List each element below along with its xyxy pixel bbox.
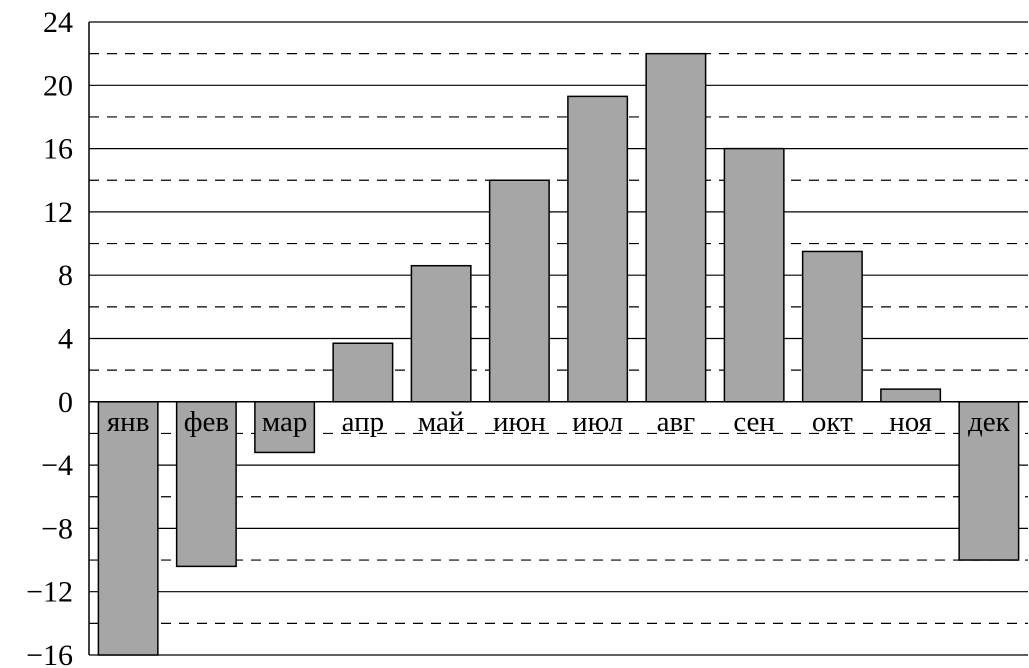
category-label: апр xyxy=(342,406,385,438)
bar-сен xyxy=(723,147,785,403)
bar-май xyxy=(410,264,472,403)
category-labels: янв фев мар апр май июн июл авг сен окт ноя дек xyxy=(107,406,1011,438)
category-label: авг xyxy=(657,406,696,438)
y-tick-label: 4 xyxy=(58,323,73,356)
y-tick-label: −8 xyxy=(41,512,73,545)
bar-авг xyxy=(645,52,707,403)
y-tick-label: 20 xyxy=(43,69,73,102)
category-label: июл xyxy=(572,406,623,438)
bar-окт xyxy=(801,250,863,403)
category-label: ноя xyxy=(889,406,932,438)
axis-layer xyxy=(88,22,1028,655)
bar-апр xyxy=(332,342,394,403)
category-label: мар xyxy=(262,406,308,438)
y-tick-label: 24 xyxy=(43,6,73,39)
bar-янв xyxy=(97,401,159,656)
y-tick-label: −16 xyxy=(26,639,73,668)
category-label: янв xyxy=(107,406,150,438)
category-label: май xyxy=(418,406,465,438)
y-tick-label: 0 xyxy=(58,386,73,419)
bar-июл xyxy=(567,95,629,403)
bar-ноя xyxy=(880,388,942,403)
bar-мар xyxy=(254,401,316,454)
bar-layer xyxy=(97,52,1020,656)
bar-июн xyxy=(488,179,550,403)
category-label: сен xyxy=(733,406,775,438)
y-tick-label: 12 xyxy=(43,196,73,229)
y-tick-labels: 24 20 16 12 8 4 0 −4 −8 −12 −16 xyxy=(26,6,73,668)
category-label: июн xyxy=(493,406,546,438)
category-label: дек xyxy=(968,406,1011,438)
y-tick-label: −12 xyxy=(26,576,73,609)
category-label: окт xyxy=(812,406,853,438)
category-label: фев xyxy=(184,406,229,438)
y-tick-label: 8 xyxy=(58,259,73,292)
y-tick-label: −4 xyxy=(41,449,73,482)
y-tick-label: 16 xyxy=(43,133,73,166)
bar-дек xyxy=(958,401,1020,561)
